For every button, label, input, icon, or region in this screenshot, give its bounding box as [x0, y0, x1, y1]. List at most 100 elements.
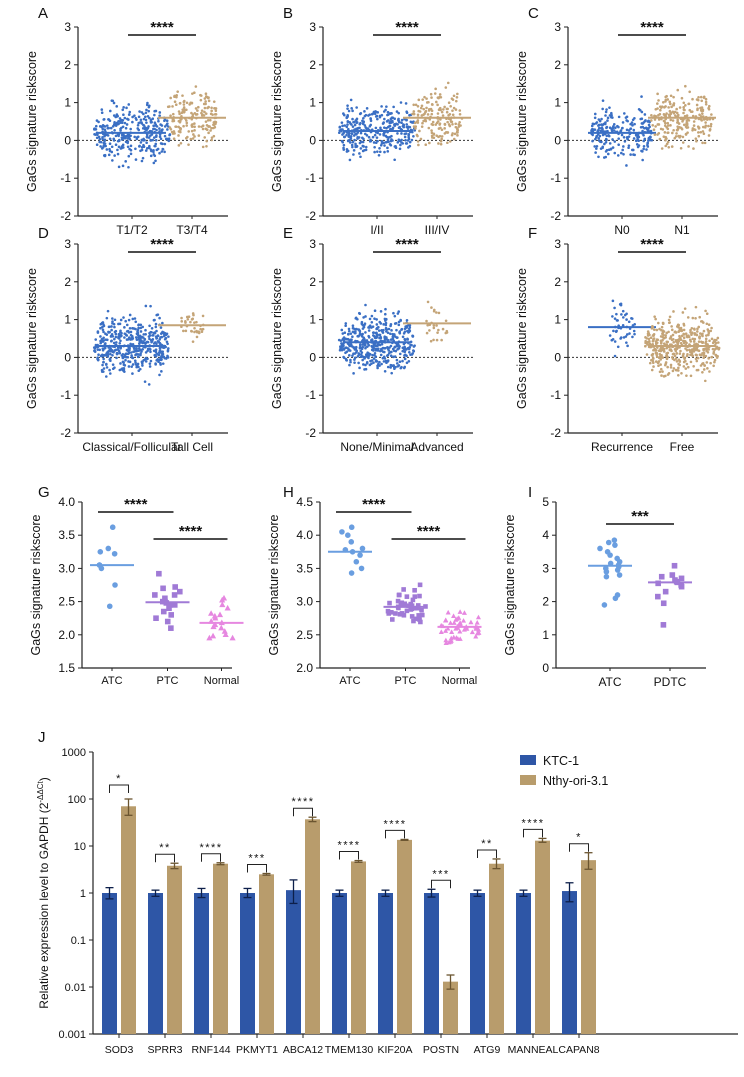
- data-point: [145, 141, 148, 144]
- data-point: [129, 333, 133, 337]
- data-point: [453, 132, 457, 136]
- data-point: [459, 124, 462, 127]
- data-point: [613, 140, 617, 143]
- y-tick-label: 0.001: [58, 1029, 86, 1041]
- data-point: [412, 112, 416, 116]
- data-point: [413, 121, 417, 125]
- data-point: [368, 317, 372, 321]
- y-tick-label: 2: [309, 275, 316, 289]
- data-point: [168, 612, 175, 618]
- bar-Nthy-ori-3.1: [489, 863, 504, 1034]
- data-point: [122, 113, 125, 117]
- data-point: [348, 141, 352, 144]
- data-point: [605, 108, 608, 111]
- data-point: [373, 133, 377, 137]
- data-point: [443, 123, 447, 126]
- data-point: [162, 331, 166, 334]
- data-point: [382, 328, 385, 332]
- data-point: [416, 613, 421, 618]
- data-point: [359, 545, 366, 552]
- y-tick-label: 4.0: [58, 495, 75, 509]
- data-point: [357, 361, 360, 365]
- significance-stars: ****: [179, 523, 203, 540]
- data-point: [206, 119, 210, 122]
- data-point: [601, 602, 608, 608]
- data-point: [704, 354, 708, 358]
- data-point: [102, 360, 105, 364]
- data-point: [219, 601, 226, 608]
- data-point: [208, 610, 215, 616]
- data-point: [660, 374, 663, 377]
- data-point: [654, 360, 658, 363]
- data-point: [122, 106, 125, 109]
- data-point: [389, 354, 393, 358]
- data-point: [591, 133, 594, 137]
- group-ATC: ATC: [588, 537, 632, 689]
- data-point: [658, 327, 661, 331]
- bar-Nthy-ori-3.1: [581, 860, 596, 1034]
- bar-Nthy-ori-3.1: [121, 806, 136, 1034]
- data-point: [641, 150, 644, 153]
- data-point: [191, 340, 195, 343]
- y-tick-label: 3: [309, 237, 316, 251]
- data-point: [200, 109, 204, 112]
- data-point: [684, 332, 688, 335]
- data-point: [449, 629, 455, 634]
- data-point: [675, 107, 678, 111]
- data-point: [386, 347, 390, 351]
- data-point: [386, 353, 390, 357]
- data-point: [646, 145, 650, 148]
- data-point: [438, 93, 442, 96]
- data-point: [144, 328, 147, 332]
- data-point: [127, 103, 131, 106]
- data-point: [616, 154, 620, 157]
- data-point: [112, 341, 116, 345]
- data-point: [687, 335, 691, 339]
- data-point: [402, 332, 406, 335]
- data-point: [121, 164, 125, 168]
- data-point: [717, 341, 720, 344]
- data-point: [697, 95, 700, 99]
- data-point: [343, 124, 347, 127]
- group-T3/T4: T3/T4: [158, 85, 226, 237]
- data-point: [670, 349, 673, 353]
- data-point: [604, 155, 608, 159]
- data-point: [374, 355, 378, 358]
- data-point: [702, 356, 705, 360]
- data-point: [370, 344, 374, 348]
- data-point: [135, 348, 138, 352]
- data-point: [102, 354, 105, 357]
- data-point: [93, 132, 96, 136]
- data-point: [666, 140, 670, 144]
- data-point: [669, 118, 673, 122]
- data-point: [384, 307, 387, 311]
- y-tick-label: 0.1: [71, 935, 86, 947]
- data-point: [108, 330, 111, 334]
- data-point: [604, 140, 608, 144]
- data-point: [701, 112, 704, 115]
- data-point: [439, 126, 442, 130]
- data-point: [102, 367, 106, 370]
- data-point: [162, 334, 166, 338]
- data-point: [611, 146, 615, 149]
- data-point: [408, 144, 412, 148]
- data-point: [177, 588, 183, 595]
- data-point: [197, 331, 201, 335]
- data-point: [697, 134, 701, 138]
- data-point: [660, 600, 667, 607]
- data-point: [393, 158, 396, 162]
- data-point: [606, 152, 610, 156]
- data-point: [408, 326, 412, 329]
- data-point: [367, 334, 370, 338]
- data-point: [705, 334, 708, 337]
- data-point: [174, 103, 178, 107]
- data-point: [457, 609, 463, 614]
- data-point: [122, 363, 126, 367]
- data-point: [383, 150, 386, 154]
- data-point: [669, 94, 673, 98]
- data-point: [378, 360, 381, 364]
- data-point: [453, 617, 459, 622]
- data-point: [372, 342, 376, 346]
- data-point: [419, 137, 423, 141]
- data-point: [103, 139, 106, 143]
